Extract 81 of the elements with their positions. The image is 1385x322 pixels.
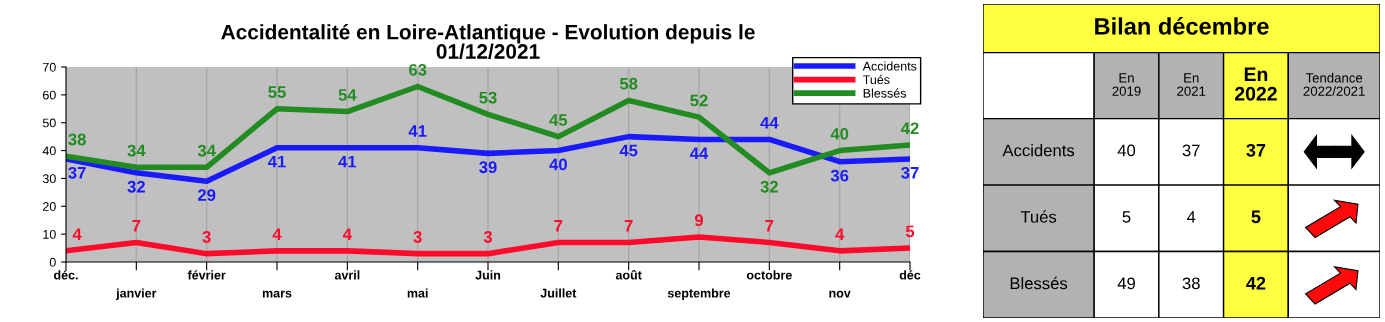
y-tick-label: 30: [42, 174, 56, 184]
x-tick-label: Juin: [475, 270, 501, 280]
data-label: 40: [549, 158, 567, 171]
data-label: 44: [689, 147, 709, 160]
data-label: 4: [835, 228, 845, 240]
data-label: 40: [830, 127, 849, 140]
data-label: 4: [72, 228, 82, 240]
data-label: 7: [765, 220, 774, 232]
x-tick-label: Juillet: [540, 288, 577, 298]
data-label: 54: [338, 89, 357, 101]
x-tick-label: septembre: [667, 288, 731, 301]
y-tick-label: 70: [43, 62, 56, 72]
chart-title: Accidentalité en Loire-Atlantique - Evolution depuis le 01/12/2021: [221, 23, 755, 60]
data-label: 4: [342, 228, 352, 240]
data-label: 45: [549, 114, 568, 126]
data-label: 34: [127, 144, 146, 157]
x-tick-label: octobre: [746, 270, 792, 280]
data-label: 52: [690, 94, 708, 107]
x-tick-label: En 2019: [1112, 73, 1141, 96]
chart-title: Bilan décembre: [1095, 17, 1269, 35]
data-label: 37: [1246, 143, 1266, 157]
legend-label: Accidents: [862, 61, 917, 71]
data-label: 3: [413, 231, 422, 243]
data-label: 32: [127, 180, 145, 193]
y-tick-label: Blessés: [1010, 276, 1068, 290]
data-label: 37: [901, 166, 919, 179]
x-tick-label: janvier: [115, 288, 157, 301]
data-label: 29: [197, 189, 216, 201]
y-tick-label: 50: [42, 118, 56, 128]
x-tick-label: nov: [829, 290, 851, 298]
x-tick-label: Tendance 2022/2021: [1303, 72, 1365, 96]
data-label: 37: [68, 166, 86, 179]
data-label: 41: [267, 155, 286, 168]
data-label: 34: [197, 144, 216, 157]
data-label: 32: [760, 180, 778, 193]
data-label: 49: [1117, 277, 1135, 290]
x-tick-label: mars: [262, 290, 292, 298]
x-tick-label: En 2021: [1177, 73, 1206, 96]
data-label: 37: [1182, 144, 1200, 157]
y-tick-label: 20: [43, 202, 56, 211]
data-label: 58: [619, 77, 638, 90]
legend-label: Tués: [862, 74, 890, 85]
data-label: 63: [409, 63, 427, 76]
legend-label: Blessés: [863, 88, 907, 98]
x-tick-label: avril: [334, 270, 360, 280]
data-label: 3: [483, 231, 493, 243]
data-label: 41: [338, 155, 357, 168]
y-tick-label: 0: [49, 257, 56, 267]
data-label: 36: [830, 169, 849, 182]
data-label: 44: [760, 116, 779, 129]
x-tick-label: mai: [407, 288, 428, 298]
y-tick-label: 60: [43, 90, 56, 100]
data-label: 4: [272, 228, 282, 240]
x-tick-label: déc.: [54, 270, 78, 280]
data-label: 3: [202, 231, 211, 243]
y-tick-label: 40: [42, 146, 56, 156]
data-label: 7: [132, 220, 141, 232]
data-label: 7: [554, 220, 563, 232]
y-tick-label: Accidents: [1002, 144, 1075, 157]
data-label: 39: [479, 161, 497, 174]
x-tick-label: déc: [899, 270, 921, 280]
data-label: 55: [268, 86, 286, 98]
data-label: 40: [1117, 144, 1136, 157]
data-label: 45: [619, 144, 638, 157]
data-label: 7: [624, 220, 633, 232]
x-tick-label: En 2022: [1234, 67, 1277, 101]
data-label: 42: [1246, 276, 1266, 290]
data-label: 9: [694, 214, 704, 227]
x-tick-label: août: [615, 270, 642, 280]
data-label: 42: [900, 122, 919, 135]
data-label: 4: [1186, 211, 1196, 223]
x-tick-label: février: [187, 270, 226, 280]
data-label: 5: [1122, 211, 1131, 223]
y-tick-label: Tués: [1020, 210, 1057, 223]
data-label: 41: [408, 125, 427, 137]
data-label: 5: [905, 225, 915, 238]
data-label: 38: [1182, 277, 1200, 290]
y-tick-label: 10: [43, 229, 56, 239]
data-label: 5: [1251, 210, 1261, 224]
data-label: 53: [479, 91, 497, 104]
data-label: 38: [68, 133, 86, 146]
